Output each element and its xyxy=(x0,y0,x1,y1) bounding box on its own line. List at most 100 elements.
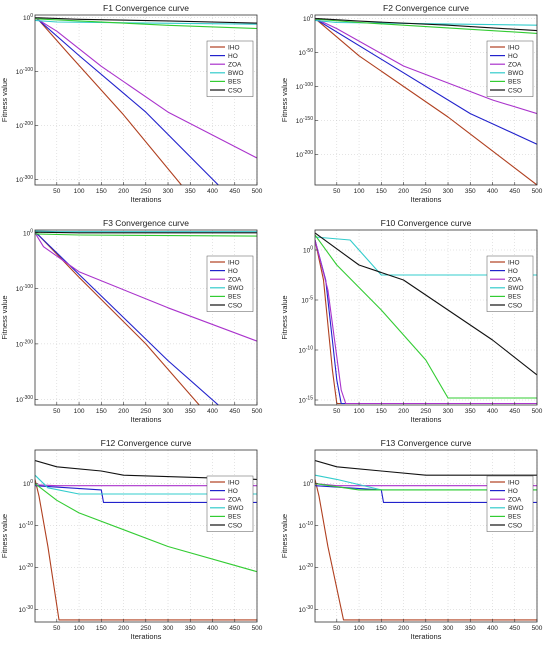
x-tick-label: 250 xyxy=(420,188,431,195)
x-tick-label: 450 xyxy=(509,188,520,195)
x-tick-label: 200 xyxy=(118,625,129,632)
legend-label: IHO xyxy=(228,44,240,51)
x-tick-label: 50 xyxy=(53,408,61,415)
x-tick-label: 500 xyxy=(252,408,263,415)
x-tick-label: 150 xyxy=(96,408,107,415)
y-tick-label: 10-10 xyxy=(299,521,314,530)
x-tick-label: 100 xyxy=(74,408,85,415)
x-axis-label: Iterations xyxy=(131,415,162,424)
x-tick-label: 350 xyxy=(185,408,196,415)
chart-title: F13 Convergence curve xyxy=(381,438,472,448)
x-tick-label: 200 xyxy=(118,188,129,195)
x-tick-label: 500 xyxy=(532,408,543,415)
y-tick-label: 10-20 xyxy=(19,563,34,572)
legend-box xyxy=(206,255,254,312)
x-tick-label: 400 xyxy=(207,188,218,195)
series-line-cso xyxy=(35,17,257,24)
y-tick-label: 100 xyxy=(23,479,33,488)
y-tick-label: 10-30 xyxy=(299,605,314,614)
chart-panel: 50 100 150 200 250 300 350 400 450 500 100 10-5 10-1… xyxy=(280,218,543,424)
legend-label: IHO xyxy=(508,479,520,486)
legend-label: HO xyxy=(508,53,518,60)
legend-label: CSO xyxy=(228,522,242,529)
series-line-ho xyxy=(35,232,219,405)
legend-label: CSO xyxy=(508,87,522,94)
y-tick-label: 100 xyxy=(23,13,33,22)
series-line-ho xyxy=(35,485,257,503)
legend-label: BWO xyxy=(228,505,244,512)
x-tick-label: 300 xyxy=(163,408,174,415)
legend-label: BES xyxy=(508,294,522,301)
y-tick-label: 10-300 xyxy=(16,395,33,404)
legend-label: ZOA xyxy=(228,497,242,504)
x-tick-label: 50 xyxy=(333,625,341,632)
x-tick-label: 400 xyxy=(487,625,498,632)
legend-label: CSO xyxy=(228,302,242,309)
x-tick-label: 50 xyxy=(53,625,61,632)
x-tick-label: 100 xyxy=(74,188,85,195)
legend-label: BWO xyxy=(508,505,524,512)
x-tick-label: 500 xyxy=(252,625,263,632)
legend-label: BWO xyxy=(508,285,524,292)
legend-label: BWO xyxy=(508,70,524,77)
x-tick-label: 300 xyxy=(443,188,454,195)
x-tick-label: 450 xyxy=(229,625,240,632)
series-group xyxy=(35,230,257,405)
legend-label: ZOA xyxy=(508,62,522,69)
x-tick-label: 150 xyxy=(376,188,387,195)
y-tick-label: 10-200 xyxy=(296,150,313,159)
y-tick-label: 100 xyxy=(303,479,313,488)
legend-label: BES xyxy=(508,514,522,521)
x-tick-label: 450 xyxy=(229,408,240,415)
y-tick-label: 10-10 xyxy=(299,346,314,355)
series-line-bwo xyxy=(35,230,257,233)
legend-label: ZOA xyxy=(508,277,522,284)
series-line-zoa xyxy=(35,17,257,159)
legend-label: HO xyxy=(508,488,518,495)
legend-label: CSO xyxy=(508,302,522,309)
x-tick-label: 200 xyxy=(398,625,409,632)
x-axis-label: Iterations xyxy=(131,632,162,641)
y-axis-label: Fitness value xyxy=(0,514,9,558)
legend-label: BES xyxy=(228,294,242,301)
y-tick-label: 10-10 xyxy=(19,521,34,530)
series-line-zoa xyxy=(35,232,257,342)
series-group xyxy=(35,459,257,621)
series-line-bes xyxy=(315,234,537,399)
x-tick-label: 450 xyxy=(509,625,520,632)
x-tick-label: 400 xyxy=(487,188,498,195)
x-tick-label: 300 xyxy=(163,625,174,632)
y-tick-label: 10-200 xyxy=(16,339,33,348)
y-tick-label: 100 xyxy=(303,14,313,23)
y-tick-label: 10-15 xyxy=(299,396,314,405)
legend-label: CSO xyxy=(508,522,522,529)
x-tick-label: 400 xyxy=(207,625,218,632)
y-axis-label: Fitness value xyxy=(280,78,289,122)
y-tick-label: 100 xyxy=(303,246,313,255)
x-tick-label: 250 xyxy=(140,625,151,632)
legend-box xyxy=(486,40,534,97)
x-tick-label: 250 xyxy=(420,625,431,632)
y-axis-label: Fitness value xyxy=(0,78,9,122)
series-line-iho xyxy=(315,479,537,621)
legend-label: IHO xyxy=(508,259,520,266)
x-tick-label: 150 xyxy=(96,625,107,632)
series-line-zoa xyxy=(35,484,257,487)
x-tick-label: 250 xyxy=(420,408,431,415)
legend-label: IHO xyxy=(228,259,240,266)
chart-title: F12 Convergence curve xyxy=(101,438,192,448)
series-line-bes xyxy=(35,483,257,573)
series-line-bwo xyxy=(315,236,537,276)
x-tick-label: 200 xyxy=(118,408,129,415)
chart-title: F2 Convergence curve xyxy=(383,3,469,13)
x-tick-label: 350 xyxy=(185,625,196,632)
x-tick-label: 50 xyxy=(53,188,61,195)
x-tick-label: 400 xyxy=(207,408,218,415)
x-tick-label: 350 xyxy=(185,188,196,195)
series-line-bwo xyxy=(35,474,257,495)
series-line-zoa xyxy=(315,239,537,405)
